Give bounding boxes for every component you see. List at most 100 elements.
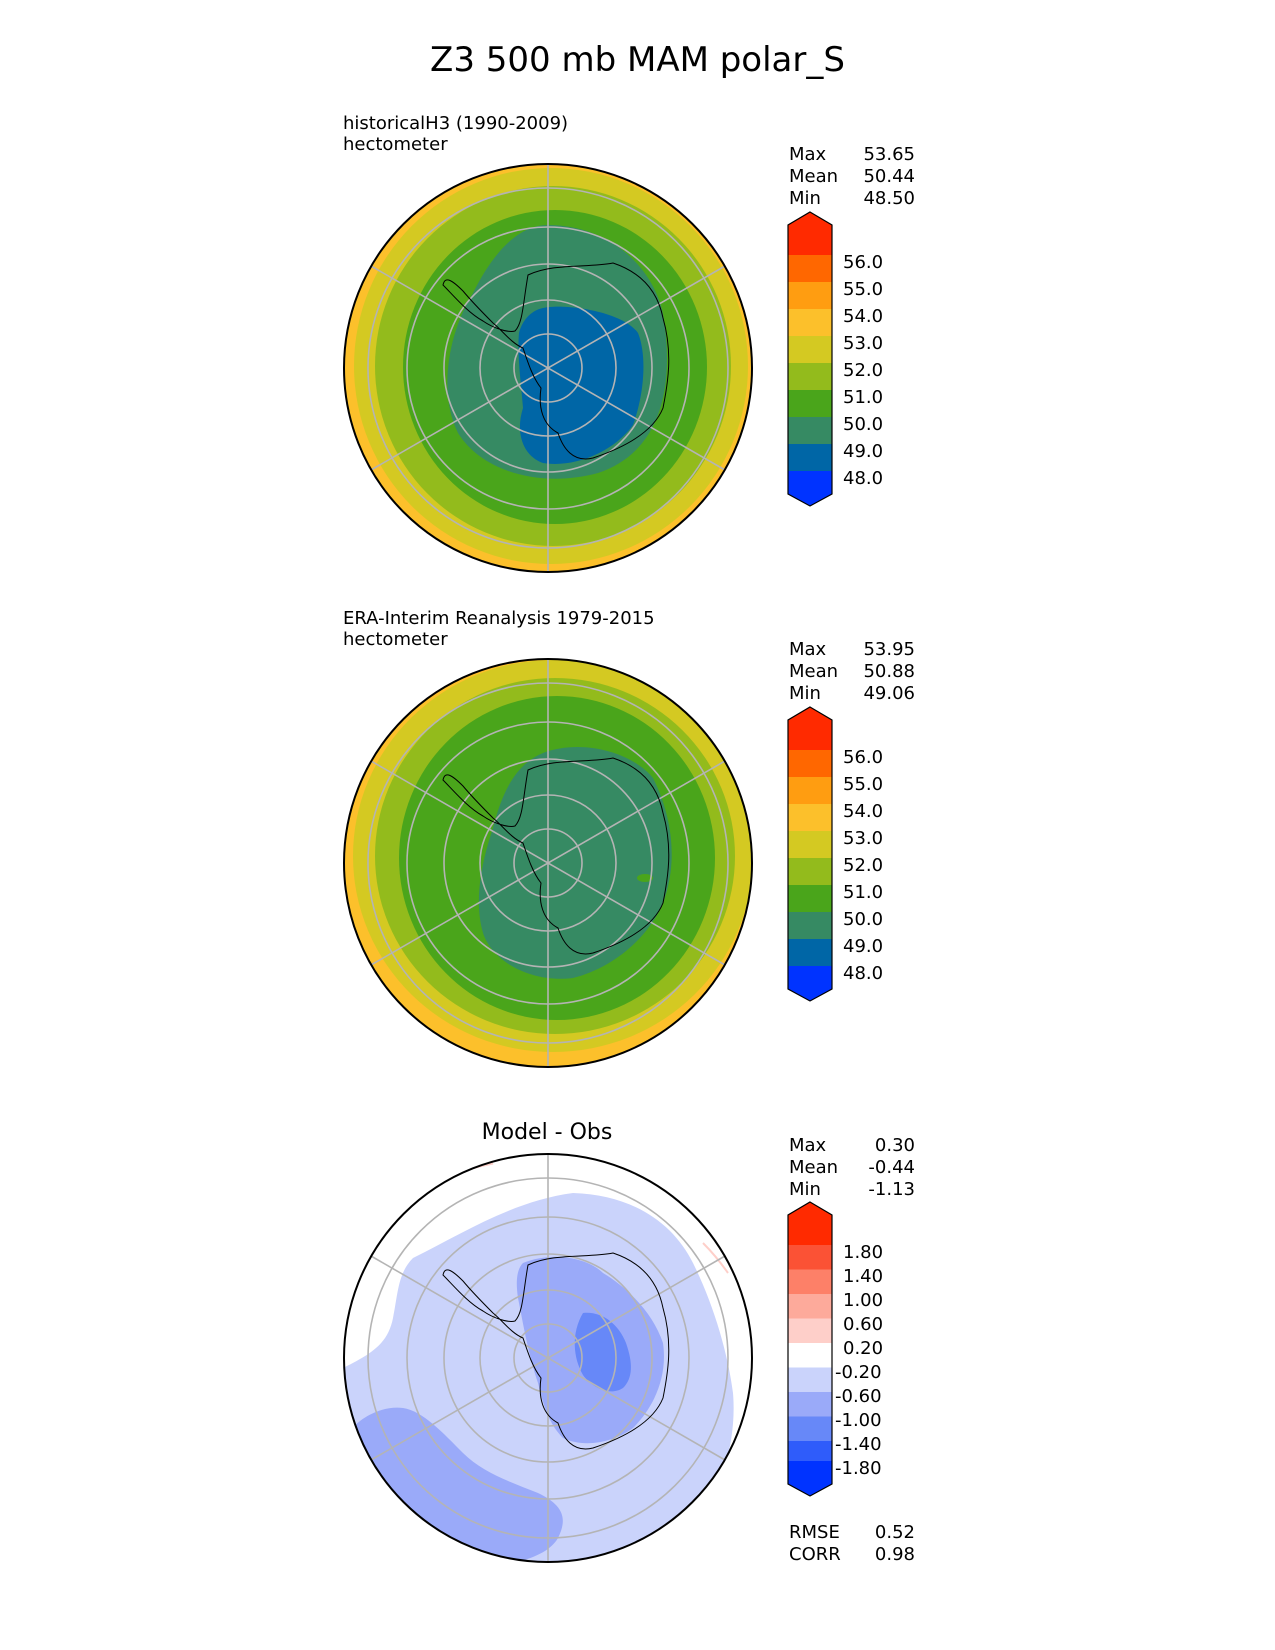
colorbar-swatch <box>788 1441 832 1461</box>
colorbar-tick-label: 1.00 <box>843 1290 884 1311</box>
colorbar-swatch <box>788 417 832 444</box>
colorbar-tick-label: 50.0 <box>843 909 884 930</box>
panel-3-title: Model - Obs <box>481 1120 613 1145</box>
band-50-51-core <box>478 747 672 979</box>
colorbar-swatch <box>788 1245 832 1270</box>
colorbar-swatch <box>788 1294 832 1319</box>
antarctica-coastline <box>442 262 670 460</box>
graticule <box>367 659 729 1067</box>
colorbar-swatch <box>788 1318 832 1343</box>
colorbar-overflow-triangle <box>788 1202 832 1245</box>
colorbar-tick-label: 1.80 <box>843 1242 884 1263</box>
map-boundary <box>343 658 753 1068</box>
colorbar-swatch <box>788 309 832 336</box>
metric-label: RMSE <box>789 1522 840 1543</box>
colorbar-tick-label: 51.0 <box>843 387 884 408</box>
graticule <box>367 164 729 572</box>
metric-value: 0.52 <box>874 1522 915 1543</box>
panel-2-polar-map <box>343 658 753 1068</box>
colorbar-tick-label: 54.0 <box>843 801 884 822</box>
colorbar-tick-label: 52.0 <box>843 855 884 876</box>
panel-1-units: hectometer <box>343 134 448 155</box>
stat-value: 53.65 <box>863 144 915 165</box>
colorbar-swatch <box>788 336 832 363</box>
stat-label: Max <box>789 144 827 165</box>
colorbar-overflow-triangle <box>788 707 832 750</box>
stat-value: 49.06 <box>863 683 915 704</box>
stat-label: Max <box>789 639 827 660</box>
map-boundary <box>343 1153 753 1563</box>
colorbar-tick-label: 0.20 <box>843 1338 884 1359</box>
panel-1-subtitle: historicalH3 (1990-2009) hectometer <box>343 113 568 155</box>
colorbar-swatch <box>788 1269 832 1294</box>
colorbar-swatch <box>788 1392 832 1417</box>
panel-2-units: hectometer <box>343 629 448 650</box>
stat-value: 53.95 <box>863 639 915 660</box>
colorbar-swatch <box>788 1416 832 1441</box>
colorbar-underflow-triangle <box>788 471 832 506</box>
panel-3-stats: Max 0.30 Mean -0.44 Min -1.13 <box>789 1135 915 1201</box>
panel-3-metrics: RMSE 0.52 CORR 0.98 <box>789 1522 915 1566</box>
stat-value: 50.44 <box>863 166 915 187</box>
figure-title: Z3 500 mb MAM polar_S <box>430 40 845 80</box>
colorbar-tick-label: -1.00 <box>835 1410 882 1431</box>
colorbar-swatch <box>788 885 832 912</box>
panel-1-stats: Max 53.65 Mean 50.44 Min 48.50 <box>789 144 915 210</box>
stat-value: -0.44 <box>868 1157 915 1178</box>
colorbar-swatch <box>788 444 832 471</box>
metric-label: CORR <box>789 1544 841 1565</box>
stat-label: Mean <box>789 661 839 682</box>
stat-value: -1.13 <box>868 1179 915 1200</box>
metric-value: 0.98 <box>874 1544 915 1565</box>
stat-label: Min <box>789 683 821 704</box>
colorbar-underflow-triangle <box>788 1461 832 1496</box>
colorbar-swatch <box>788 1343 832 1368</box>
colorbar-tick-label: 55.0 <box>843 774 884 795</box>
colorbar-tick-label: 52.0 <box>843 360 884 381</box>
stat-value: 50.88 <box>863 661 915 682</box>
colorbar-tick-label: 56.0 <box>843 747 884 768</box>
panel-1-polar-map <box>343 163 753 573</box>
colorbar-swatch <box>788 255 832 282</box>
stat-label: Mean <box>789 1157 839 1178</box>
diff-band-neg1.4-neg1.0 <box>574 1312 631 1392</box>
colorbar-swatch <box>788 858 832 885</box>
panel-2-dataset-name: ERA-Interim Reanalysis 1979-2015 <box>343 608 655 629</box>
colorbar-swatch <box>788 777 832 804</box>
colorbar-swatch <box>788 363 832 390</box>
colorbar-tick-label: 55.0 <box>843 279 884 300</box>
colorbar-tick-label: 49.0 <box>843 441 884 462</box>
stat-label: Max <box>789 1135 827 1156</box>
colorbar-tick-label: -1.40 <box>835 1434 882 1455</box>
colorbar-swatch <box>788 939 832 966</box>
colorbar-swatch <box>788 912 832 939</box>
panel-2-subtitle: ERA-Interim Reanalysis 1979-2015 hectome… <box>343 608 655 650</box>
map-boundary <box>343 163 753 573</box>
stat-label: Mean <box>789 166 839 187</box>
colorbar-tick-label: 48.0 <box>843 963 884 984</box>
panel-1-colorbar <box>787 211 833 507</box>
colorbar-swatch <box>788 750 832 777</box>
panel-2-stats: Max 53.95 Mean 50.88 Min 49.06 <box>789 639 915 705</box>
colorbar-tick-label: 48.0 <box>843 468 884 489</box>
stat-label: Min <box>789 188 821 209</box>
colorbar-tick-label: 56.0 <box>843 252 884 273</box>
colorbar-tick-label: 54.0 <box>843 306 884 327</box>
panel-3-polar-map <box>343 1153 753 1563</box>
colorbar-tick-label: 49.0 <box>843 936 884 957</box>
colorbar-tick-label: -1.80 <box>835 1458 882 1479</box>
colorbar-swatch <box>788 1367 832 1392</box>
antarctica-coastline <box>442 757 670 955</box>
colorbar-tick-label: 51.0 <box>843 882 884 903</box>
panel-2-colorbar <box>787 706 833 1002</box>
colorbar-swatch <box>788 804 832 831</box>
colorbar-underflow-triangle <box>788 966 832 1001</box>
antarctica-coastline <box>442 1252 670 1450</box>
panel-3-colorbar <box>787 1201 833 1497</box>
colorbar-swatch <box>788 831 832 858</box>
colorbar-tick-label: 1.40 <box>843 1266 884 1287</box>
colorbar-tick-label: 53.0 <box>843 333 884 354</box>
stat-value: 0.30 <box>874 1135 915 1156</box>
colorbar-tick-label: -0.60 <box>835 1386 882 1407</box>
colorbar-tick-label: 50.0 <box>843 414 884 435</box>
